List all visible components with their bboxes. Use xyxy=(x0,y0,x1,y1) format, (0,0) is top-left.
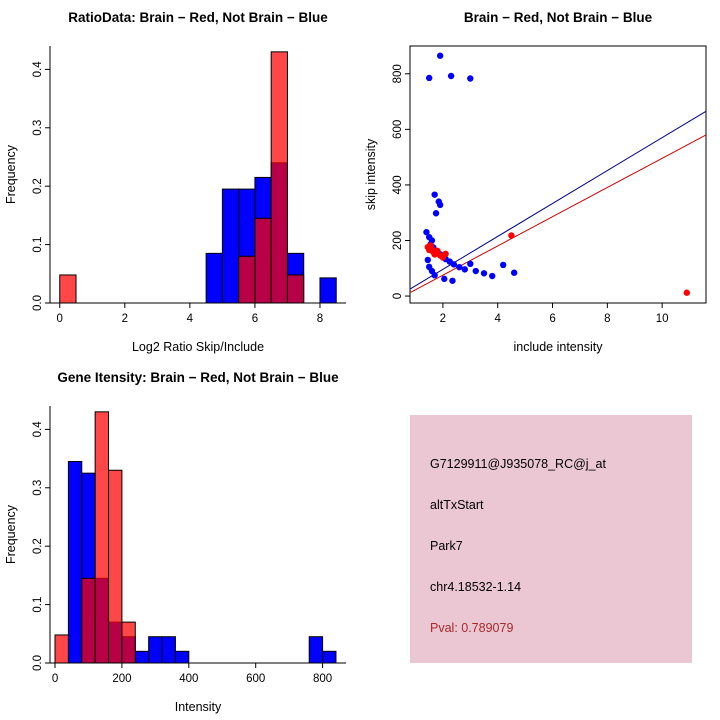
svg-text:6: 6 xyxy=(549,313,555,325)
svg-text:RatioData: Brain − Red, Not Br: RatioData: Brain − Red, Not Brain − Blue xyxy=(68,10,328,25)
event-type-text: altTxStart xyxy=(430,498,484,512)
svg-text:8: 8 xyxy=(604,313,610,325)
svg-text:0.2: 0.2 xyxy=(32,178,44,194)
svg-text:0.4: 0.4 xyxy=(32,61,44,78)
svg-text:0.1: 0.1 xyxy=(32,597,44,613)
svg-text:200: 200 xyxy=(392,231,404,250)
svg-text:0: 0 xyxy=(52,673,58,685)
svg-text:4: 4 xyxy=(495,313,502,325)
svg-text:Intensity: Intensity xyxy=(175,700,222,714)
svg-text:Gene Itensity: Brain − Red, No: Gene Itensity: Brain − Red, Not Brain − … xyxy=(57,370,339,385)
svg-text:0.4: 0.4 xyxy=(32,421,44,438)
svg-text:0.2: 0.2 xyxy=(32,538,44,554)
panel-ratio-histogram: RatioData: Brain − Red, Not Brain − Blue… xyxy=(0,0,360,360)
svg-text:2: 2 xyxy=(122,313,128,325)
gene-name-text: Park7 xyxy=(430,539,463,553)
svg-text:0.0: 0.0 xyxy=(32,655,44,671)
svg-text:0: 0 xyxy=(392,293,404,299)
gene-info-box: G7129911@J935078_RC@j_at altTxStart Park… xyxy=(410,415,692,663)
svg-text:2: 2 xyxy=(440,313,446,325)
svg-text:10: 10 xyxy=(656,313,669,325)
locus-text: chr4.18532-1.14 xyxy=(430,580,522,594)
ratio-histogram-chart: RatioData: Brain − Red, Not Brain − Blue… xyxy=(4,10,346,354)
svg-text:0.3: 0.3 xyxy=(32,120,44,136)
svg-text:6: 6 xyxy=(252,313,258,325)
svg-text:0.0: 0.0 xyxy=(32,295,44,311)
svg-text:Frequency: Frequency xyxy=(4,144,18,204)
svg-text:include intensity: include intensity xyxy=(514,340,604,354)
svg-text:0.3: 0.3 xyxy=(32,480,44,496)
panel-gene-intensity-histogram: Gene Itensity: Brain − Red, Not Brain − … xyxy=(0,360,360,720)
skip-include-scatter-chart: Brain − Red, Not Brain − Blue 2 4 6 8 10 inclu… xyxy=(364,10,707,354)
svg-text:skip intensity: skip intensity xyxy=(364,138,378,210)
svg-text:Log2 Ratio Skip/Include: Log2 Ratio Skip/Include xyxy=(132,340,264,354)
svg-text:200: 200 xyxy=(112,673,131,685)
probe-id-text: G7129911@J935078_RC@j_at xyxy=(430,457,606,471)
pval-text: Pval: 0.789079 xyxy=(430,621,514,635)
panel-gene-info: G7129911@J935078_RC@j_at altTxStart Park… xyxy=(360,360,720,720)
svg-text:4: 4 xyxy=(187,313,194,325)
svg-text:Frequency: Frequency xyxy=(4,504,18,564)
svg-text:600: 600 xyxy=(392,120,404,139)
svg-text:800: 800 xyxy=(313,673,332,685)
svg-text:400: 400 xyxy=(179,673,198,685)
svg-text:400: 400 xyxy=(392,175,404,194)
svg-text:8: 8 xyxy=(317,313,323,325)
svg-text:0.1: 0.1 xyxy=(32,237,44,253)
svg-text:800: 800 xyxy=(392,64,404,83)
svg-text:600: 600 xyxy=(246,673,265,685)
svg-text:Brain − Red, Not Brain − Blue: Brain − Red, Not Brain − Blue xyxy=(464,10,653,25)
panel-skip-include-scatter: Brain − Red, Not Brain − Blue 2 4 6 8 10 inclu… xyxy=(360,0,720,360)
svg-text:0: 0 xyxy=(57,313,63,325)
gene-intensity-histogram-chart: Gene Itensity: Brain − Red, Not Brain − … xyxy=(4,370,346,714)
